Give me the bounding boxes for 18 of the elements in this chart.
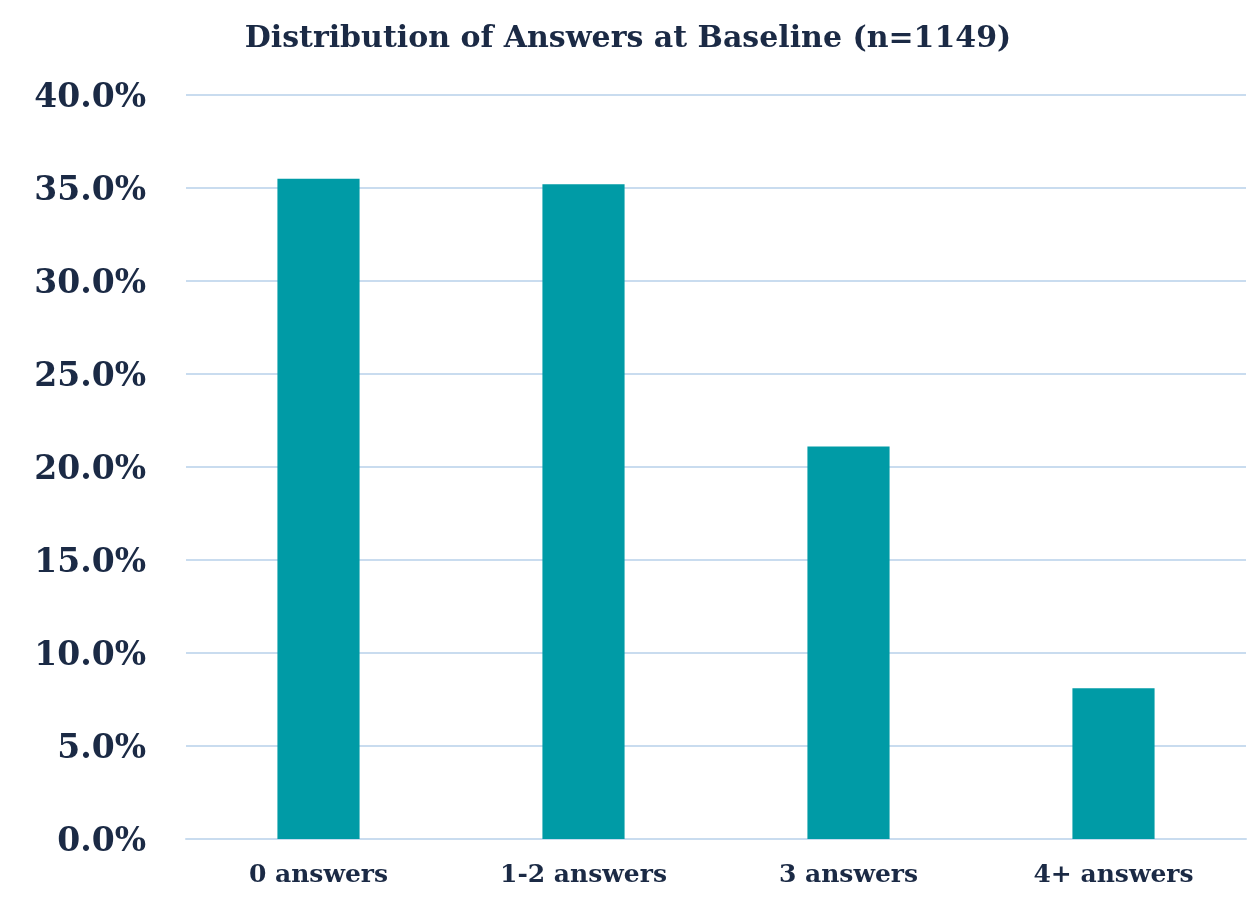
bar	[1072, 688, 1155, 839]
bar	[807, 446, 890, 839]
y-tick-label: 40.0%	[34, 75, 146, 115]
y-tick-label: 10.0%	[34, 633, 146, 673]
y-tick-label: 35.0%	[34, 168, 146, 208]
y-tick-label: 30.0%	[34, 261, 146, 301]
y-tick-label: 5.0%	[57, 726, 146, 766]
y-tick-label: 25.0%	[34, 354, 146, 394]
bar	[277, 178, 360, 839]
x-tick-label: 1-2 answers	[500, 859, 667, 888]
bar	[542, 184, 625, 839]
x-tick-label: 0 answers	[248, 859, 389, 888]
chart-title: Distribution of Answers at Baseline (n=1149)	[244, 18, 1012, 54]
y-tick-label: 0.0%	[57, 819, 146, 859]
y-tick-label: 20.0%	[34, 447, 146, 487]
x-tick-label: 4+ answers	[1033, 859, 1194, 888]
x-tick-label: 3 answers	[778, 859, 919, 888]
y-tick-label: 15.0%	[34, 540, 146, 580]
